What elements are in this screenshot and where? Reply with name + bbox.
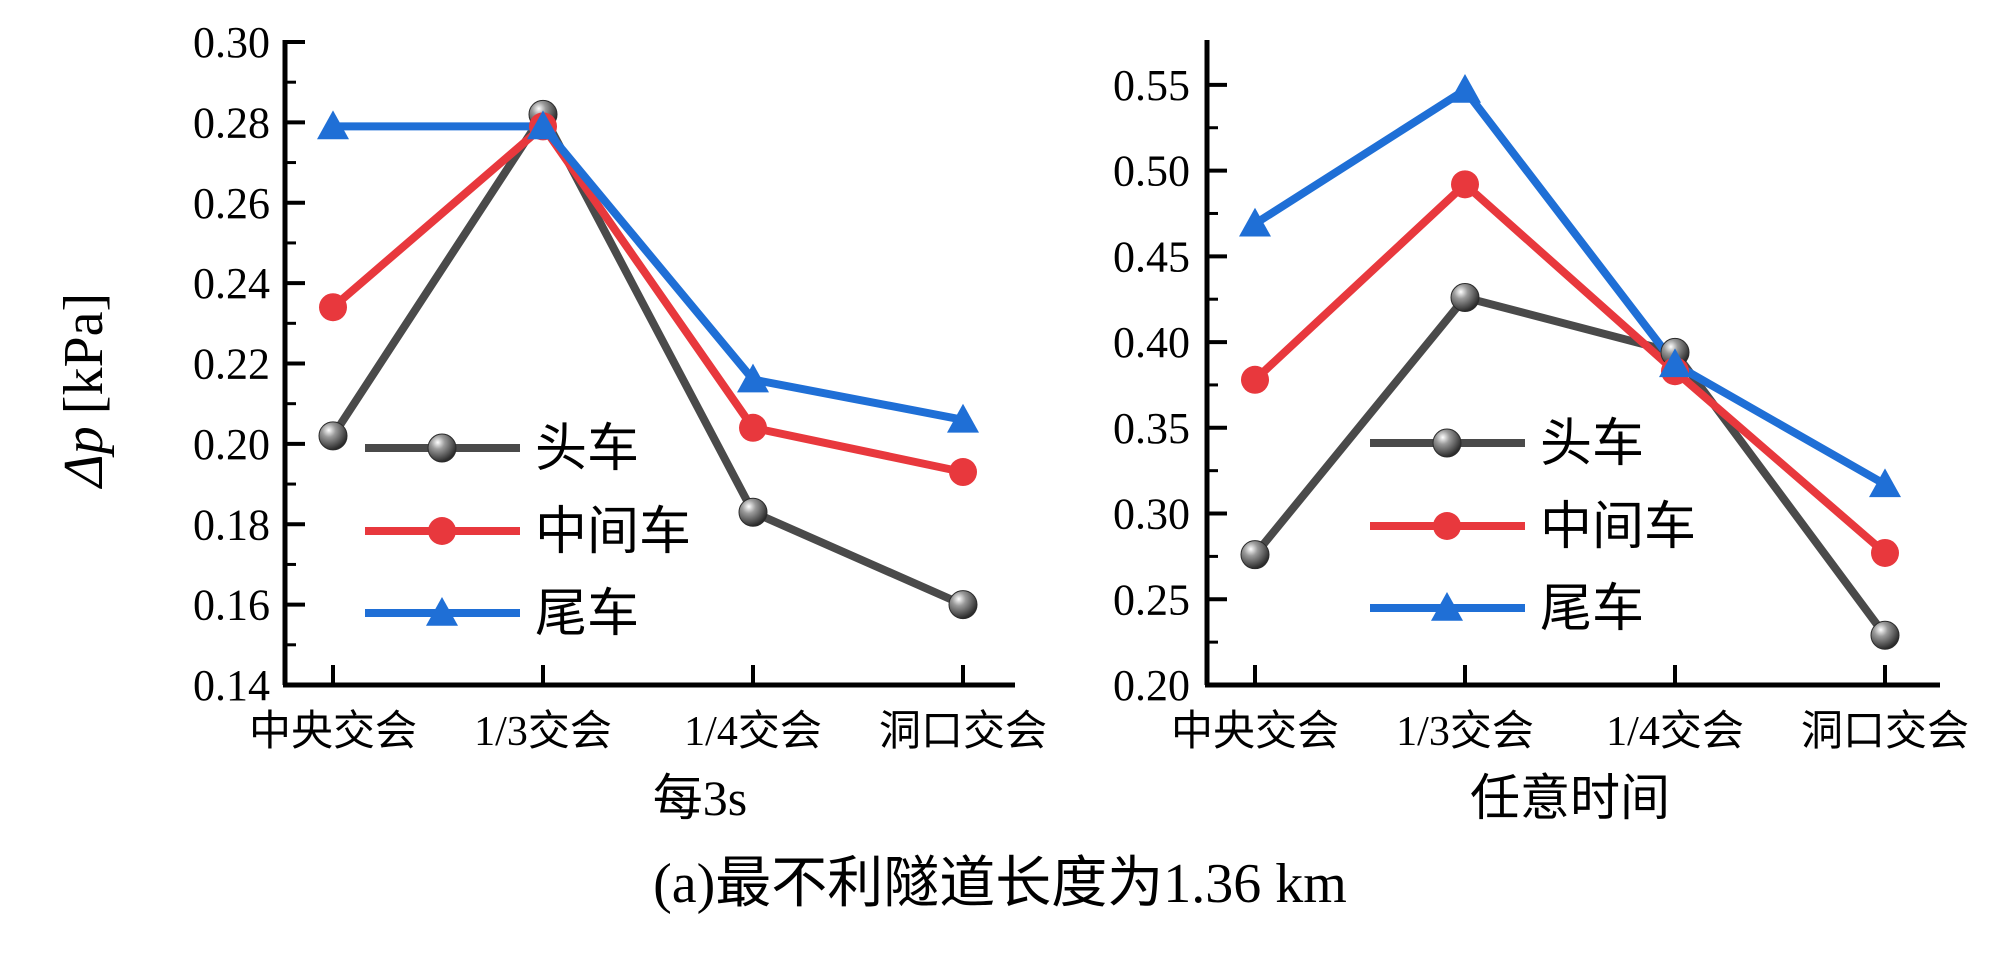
- data-point: [1450, 282, 1480, 312]
- data-point: [1449, 74, 1481, 103]
- y-tick-label: 0.26: [193, 179, 270, 228]
- legend-marker: [428, 517, 456, 545]
- y-tick-label: 0.14: [193, 661, 270, 710]
- x-category-label: 1/4交会: [684, 708, 822, 755]
- figure-caption: (a)最不利隧道长度为1.36 km: [653, 853, 1347, 915]
- y-tick-label: 0.20: [1113, 661, 1190, 710]
- y-tick-label: 0.20: [193, 420, 270, 469]
- legend-label: 尾车: [535, 586, 639, 643]
- legend-label: 尾车: [1540, 581, 1644, 638]
- y-tick-label: 0.40: [1113, 318, 1190, 367]
- data-point: [1451, 170, 1479, 199]
- y-tick-label: 0.30: [1113, 490, 1190, 539]
- y-tick-label: 0.28: [193, 98, 270, 147]
- legend-marker: [427, 433, 457, 463]
- y-axis-symbol: Δp: [53, 426, 115, 489]
- data-point: [1659, 348, 1691, 378]
- y-tick-label: 0.45: [1113, 232, 1190, 281]
- y-tick-label: 0.16: [193, 581, 270, 630]
- x-category-label: 1/4交会: [1606, 708, 1744, 755]
- data-point: [1241, 365, 1269, 394]
- chart-right: 0.20 0.25 0.30 0.35 0.40 0.45 0.50 0.55 中央交会 1/3交…: [1113, 40, 1969, 826]
- legend-label: 头车: [535, 421, 639, 478]
- x-category-label: 洞口交会: [1801, 708, 1969, 755]
- series-line: [333, 122, 964, 424]
- y-tick-label: 0.25: [1113, 575, 1190, 624]
- data-point: [737, 363, 769, 393]
- x-category-label: 中央交会: [249, 708, 417, 755]
- data-point: [947, 403, 979, 433]
- x-axis-title: 任意时间: [1470, 770, 1670, 826]
- data-point: [1240, 540, 1270, 570]
- series-line: [1251, 293, 1889, 638]
- y-tick-label: 0.18: [193, 500, 270, 549]
- data-point: [1869, 468, 1901, 498]
- data-point: [1871, 538, 1899, 567]
- x-category-label: 洞口交会: [879, 708, 1047, 755]
- series-line: [329, 110, 965, 609]
- y-tick-label: 0.24: [193, 259, 270, 308]
- chart-left: 0.14 0.16 0.18 0.20 0.22 0.24 0.26 0.28 0.30 中央交会…: [193, 18, 1047, 826]
- y-axis-unit: [kPa]: [53, 293, 115, 414]
- y-tick-label: 0.35: [1113, 404, 1190, 453]
- legend-marker: [1431, 592, 1463, 621]
- x-category-label: 1/3交会: [474, 708, 612, 755]
- data-point: [738, 497, 768, 527]
- y-tick-label: 0.30: [193, 18, 270, 67]
- x-axis-title: 每3s: [653, 770, 747, 826]
- legend-marker: [1432, 428, 1462, 458]
- data-point: [949, 458, 977, 487]
- data-point: [1870, 620, 1900, 650]
- data-point: [527, 110, 559, 140]
- legend-label: 中间车: [1540, 499, 1696, 556]
- data-point: [318, 421, 348, 451]
- y-tick-label: 0.22: [193, 340, 270, 389]
- series-line: [1252, 86, 1887, 488]
- y-axis-label: Δp [kPa]: [53, 293, 115, 489]
- data-point: [1239, 207, 1271, 237]
- data-point: [948, 590, 978, 620]
- y-tick-label: 0.55: [1113, 61, 1190, 110]
- series-line: [1252, 180, 1888, 556]
- legend-marker: [426, 597, 458, 626]
- series-line: [330, 122, 964, 476]
- x-category-label: 中央交会: [1171, 708, 1339, 755]
- data-point: [319, 293, 347, 322]
- y-tick-label: 0.50: [1113, 147, 1190, 196]
- legend-marker: [1433, 512, 1461, 540]
- data-point: [739, 413, 767, 442]
- data-point: [317, 110, 349, 140]
- legend-label: 头车: [1540, 416, 1644, 473]
- x-category-label: 1/3交会: [1396, 708, 1534, 755]
- legend-label: 中间车: [535, 504, 691, 561]
